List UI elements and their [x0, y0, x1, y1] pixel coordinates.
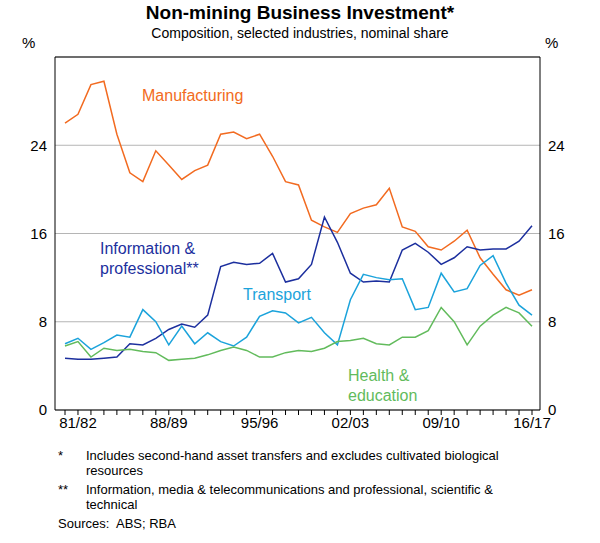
svg-text:09/10: 09/10 [422, 414, 460, 431]
html-text:Health &: Health & [348, 367, 410, 384]
html-text:Information &: Information & [100, 240, 196, 257]
svg-text:24: 24 [30, 137, 47, 154]
html-text:Composition, selected industri: Composition, selected industries, nomina… [151, 25, 449, 41]
html-text:Includes second-hand asset tra: Includes second-hand asset transfers and… [86, 448, 499, 478]
svg-text:0: 0 [548, 401, 556, 418]
html-text:education: education [348, 387, 418, 404]
svg-text:8: 8 [39, 313, 47, 330]
html-text:Non-mining Business Investment: Non-mining Business Investment* [145, 2, 455, 23]
svg-text:16/17: 16/17 [513, 414, 551, 431]
svg-text:0: 0 [39, 401, 47, 418]
svg-text:81/82: 81/82 [59, 414, 97, 431]
svg-text:8: 8 [548, 313, 556, 330]
html-text:Sources:: Sources: [58, 516, 110, 531]
svg-text:16: 16 [548, 225, 565, 242]
svg-text:95/96: 95/96 [241, 414, 279, 431]
svg-text:16: 16 [30, 225, 47, 242]
html-text:Manufacturing: Manufacturing [142, 87, 244, 104]
svg-text:02/03: 02/03 [332, 414, 370, 431]
html-text:Transport: Transport [243, 286, 311, 303]
html-text:professional**: professional** [100, 260, 199, 277]
svg-text:88/89: 88/89 [150, 414, 188, 431]
html-text:ABS; RBA: ABS; RBA [116, 516, 176, 531]
svg-text:24: 24 [548, 137, 565, 154]
html-text:Information, media & telecommu: Information, media & telecommunications … [86, 482, 493, 512]
